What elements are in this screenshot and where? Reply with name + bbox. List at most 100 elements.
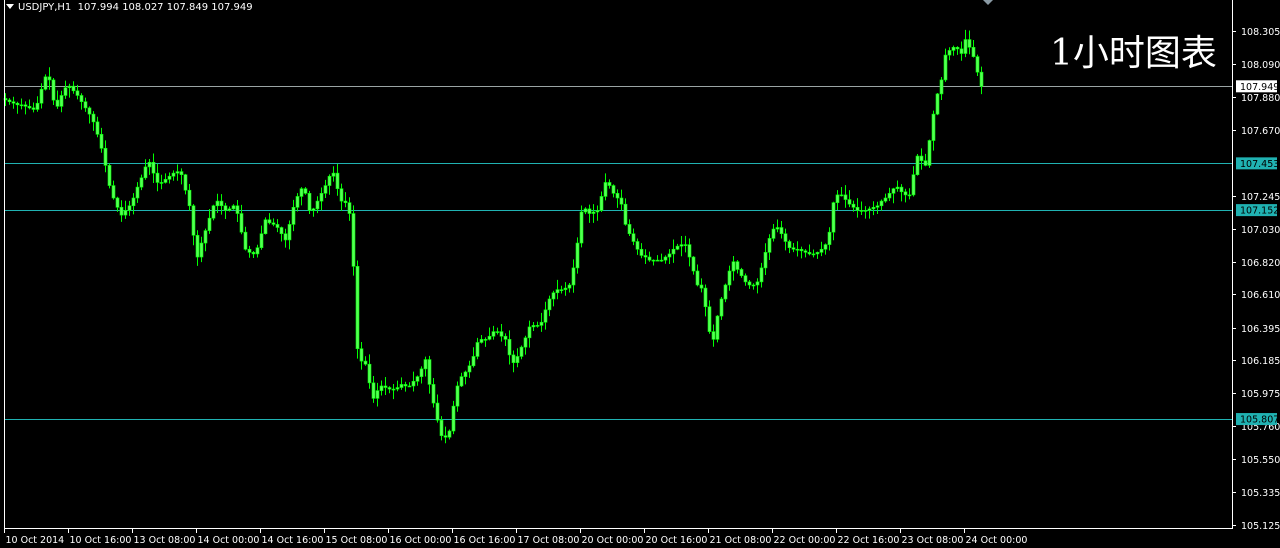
price-axis: 108.305 108.090 107.880 107.670 107.245 107.0…	[1232, 27, 1280, 532]
candle	[179, 168, 184, 185]
candle-body	[531, 325, 536, 328]
candle	[419, 366, 424, 384]
candle-body	[415, 376, 420, 382]
candle-body	[631, 233, 636, 242]
x-tick-label: 24 Oct 00:00	[966, 535, 1028, 546]
candle	[887, 187, 892, 201]
candle-body	[875, 205, 880, 208]
candle-body	[907, 194, 912, 197]
candle-body	[115, 197, 120, 208]
candle	[907, 188, 912, 200]
candle	[207, 209, 212, 234]
candle	[743, 273, 748, 286]
candle	[163, 173, 168, 184]
candle-body	[119, 207, 124, 216]
candle	[539, 312, 544, 332]
candle-body	[35, 102, 40, 110]
candle-body	[847, 199, 852, 205]
candle	[727, 265, 732, 291]
candle	[71, 81, 76, 94]
candle-body	[867, 208, 872, 211]
candle-body	[527, 326, 532, 339]
candle	[923, 153, 928, 167]
candle	[115, 196, 120, 212]
candle-body	[547, 298, 552, 311]
candle-body	[611, 185, 616, 194]
candle-body	[695, 270, 700, 286]
candle	[455, 381, 460, 412]
candle	[75, 84, 80, 100]
candle-body	[511, 354, 516, 363]
candle-body	[807, 252, 812, 255]
candle-body	[663, 256, 668, 261]
candle-body	[899, 186, 904, 193]
candle	[415, 375, 420, 386]
candle	[27, 99, 32, 110]
candle	[623, 198, 628, 226]
candle	[755, 278, 760, 294]
candle	[239, 204, 244, 235]
candle-body	[219, 200, 224, 207]
candle	[43, 74, 48, 91]
candle	[687, 238, 692, 267]
candle-body	[31, 107, 36, 110]
candle	[423, 356, 428, 377]
candle	[355, 260, 360, 359]
candle	[895, 180, 900, 192]
candle-body	[187, 189, 192, 207]
y-tick-label: 105.125	[1241, 521, 1280, 532]
candle	[503, 333, 508, 346]
candle-body	[659, 259, 664, 262]
candle	[195, 230, 200, 266]
candle	[483, 337, 488, 347]
candle	[103, 140, 108, 173]
x-tick-label: 15 Oct 08:00	[326, 535, 388, 546]
candle-body	[623, 203, 628, 225]
candle-body	[787, 241, 792, 249]
candle-body	[539, 321, 544, 326]
candle	[675, 243, 680, 251]
candle-body	[799, 248, 804, 252]
candle-body	[891, 188, 896, 194]
candle	[639, 243, 644, 259]
candle-body	[779, 227, 784, 235]
candle	[223, 202, 228, 219]
candle	[31, 102, 36, 113]
candle	[311, 207, 316, 217]
candle	[47, 67, 52, 90]
candle	[691, 256, 696, 275]
chart-shift-marker-icon[interactable]	[983, 0, 993, 5]
candle	[63, 80, 68, 99]
candle	[95, 116, 100, 138]
candle	[247, 245, 252, 258]
candle	[15, 101, 20, 114]
x-tick-label: 16 Oct 16:00	[454, 535, 516, 546]
candle-body	[103, 147, 108, 166]
candle	[775, 219, 780, 233]
y-tick-label: 108.305	[1241, 27, 1280, 38]
candle-body	[699, 284, 704, 289]
candle	[107, 163, 112, 189]
candle-body	[195, 234, 200, 258]
candle	[595, 205, 600, 221]
candle	[807, 244, 812, 256]
candle	[555, 279, 560, 300]
candle	[175, 164, 180, 181]
candle	[627, 219, 632, 236]
candle-body	[143, 166, 148, 179]
candle-body	[263, 219, 268, 235]
candle-body	[363, 360, 368, 365]
candle-body	[723, 284, 728, 300]
candle-body	[247, 248, 252, 253]
candle	[527, 320, 532, 348]
candle	[279, 226, 284, 242]
candle-body	[643, 255, 648, 258]
level-price-tag	[1236, 157, 1277, 170]
candle	[511, 350, 516, 373]
candle-body	[835, 194, 840, 203]
x-tick-label: 10 Oct 16:00	[70, 535, 132, 546]
dropdown-triangle-icon[interactable]	[6, 4, 14, 9]
candle	[167, 172, 172, 184]
candle	[571, 259, 576, 293]
